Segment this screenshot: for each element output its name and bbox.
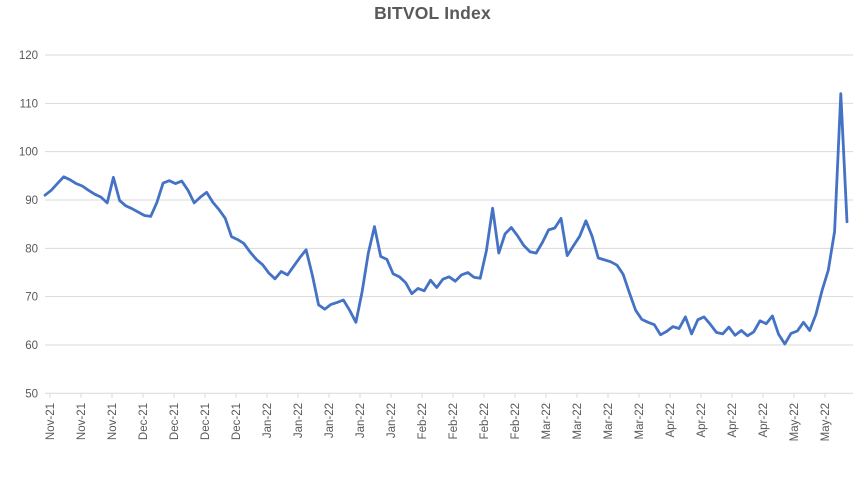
x-axis-label-3: Dec-21 [138, 403, 150, 440]
x-axis-label-8: Jan-22 [293, 403, 305, 438]
y-axis-label-50: 50 [25, 388, 38, 400]
x-axis-label-11: Jan-22 [386, 403, 398, 438]
y-axis-label-120: 120 [19, 50, 38, 62]
x-axis-label-13: Feb-22 [448, 403, 460, 439]
y-axis-label-70: 70 [25, 292, 38, 304]
x-axis-label-25: May-22 [820, 403, 832, 441]
x-axis-label-0: Nov-21 [45, 403, 57, 440]
y-axis-label-80: 80 [25, 243, 38, 255]
x-axis-label-12: Feb-22 [417, 403, 429, 439]
x-axis-label-6: Dec-21 [231, 403, 243, 440]
x-axis-label-20: Apr-22 [665, 403, 677, 438]
x-axis-label-19: Mar-22 [634, 403, 646, 439]
x-axis-label-17: Mar-22 [572, 403, 584, 439]
x-axis-label-2: Nov-21 [107, 403, 119, 440]
x-axis-label-1: Nov-21 [76, 403, 88, 440]
x-axis-label-9: Jan-22 [324, 403, 336, 438]
x-axis-label-7: Jan-22 [262, 403, 274, 438]
x-axis-label-10: Jan-22 [355, 403, 367, 438]
x-axis-label-5: Dec-21 [200, 403, 212, 440]
x-axis-label-4: Dec-21 [169, 403, 181, 440]
x-axis-label-22: Apr-22 [727, 403, 739, 438]
x-axis-label-18: Mar-22 [603, 403, 615, 439]
y-axis-label-100: 100 [19, 147, 38, 159]
bitvol-series-line [43, 92, 849, 346]
x-axis-label-14: Feb-22 [479, 403, 491, 439]
y-axis-label-90: 90 [25, 195, 38, 207]
x-axis-label-15: Feb-22 [510, 403, 522, 439]
x-axis-label-21: Apr-22 [696, 403, 708, 438]
y-axis-label-60: 60 [25, 340, 38, 352]
chart-title: BITVOL Index [374, 3, 491, 23]
y-axis-label-110: 110 [20, 98, 38, 110]
x-axis-label-16: Mar-22 [541, 403, 553, 439]
x-axis-label-24: May-22 [789, 403, 801, 441]
x-axis-label-23: Apr-22 [758, 403, 770, 438]
